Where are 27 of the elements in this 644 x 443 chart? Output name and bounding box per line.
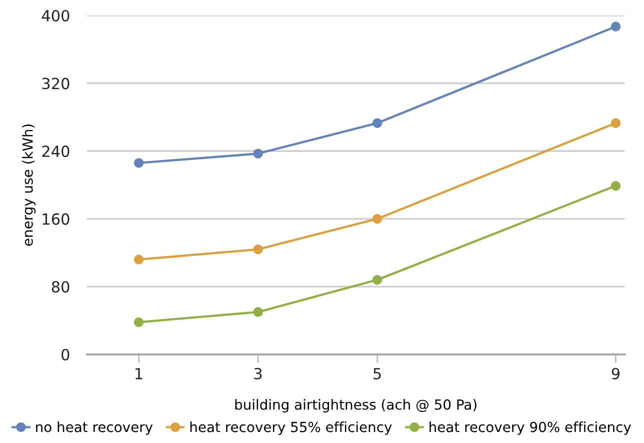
y-tick-label: 0 [62,348,70,360]
y-axis-title: energy use (kWh) [22,124,36,246]
y-tick-label: 320 [42,78,70,90]
y-tick-label: 240 [42,146,70,158]
point [253,148,263,158]
point [610,22,621,32]
x-tick-label: 9 [612,368,620,380]
point [134,158,144,168]
legend-label: heat recovery 55% efficiency [190,421,392,435]
legend-label: heat recovery 90% efficiency [430,421,631,435]
y-tick-label: 80 [52,281,70,293]
point [134,254,144,264]
x-tick-label: 3 [254,368,262,380]
x-tick-label: 1 [136,368,142,380]
point [253,307,263,317]
point [610,118,621,128]
point [372,274,382,285]
point [134,317,144,328]
point [610,180,621,191]
y-tick-label: 400 [42,10,70,22]
y-tick-label: 160 [42,213,70,225]
legend-label: no heat recovery [36,421,153,435]
x-axis-title: building airtightness (ach @ 50 Pa) [235,399,476,412]
point [253,244,263,254]
point [372,118,382,128]
x-tick-label: 5 [374,368,381,380]
point [372,214,382,224]
